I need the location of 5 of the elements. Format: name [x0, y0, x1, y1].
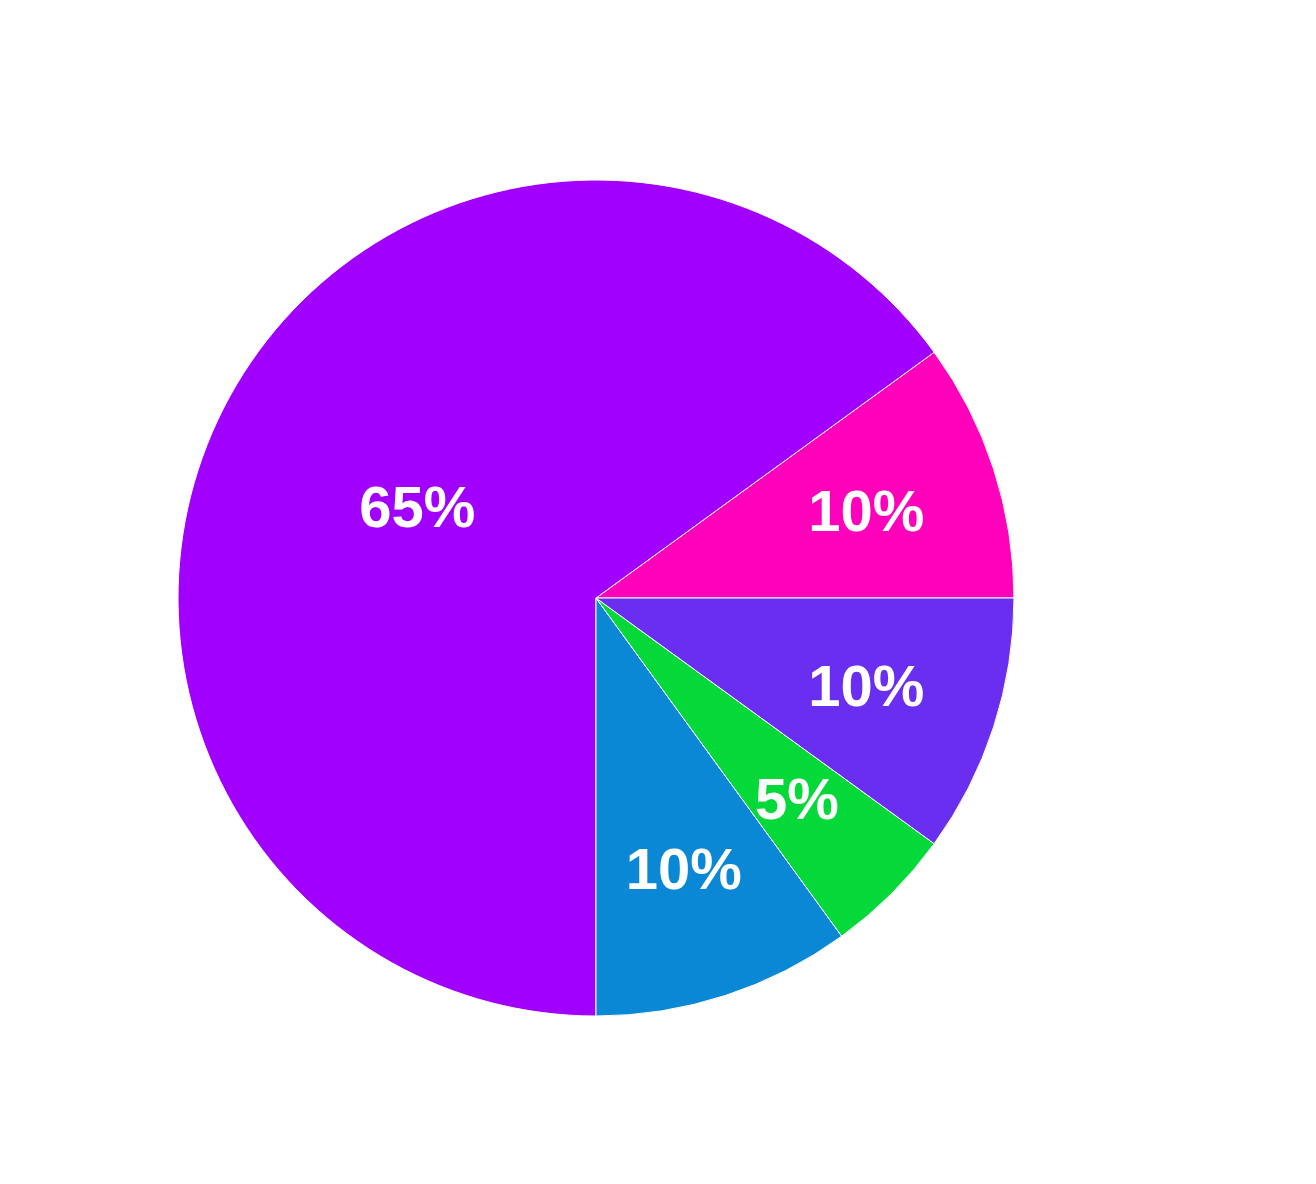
data-label: 10%: [808, 653, 925, 719]
data-label: 65%: [359, 474, 476, 540]
data-label: 5%: [755, 766, 839, 832]
data-label: 10%: [625, 835, 742, 901]
data-label: 10%: [808, 477, 925, 543]
